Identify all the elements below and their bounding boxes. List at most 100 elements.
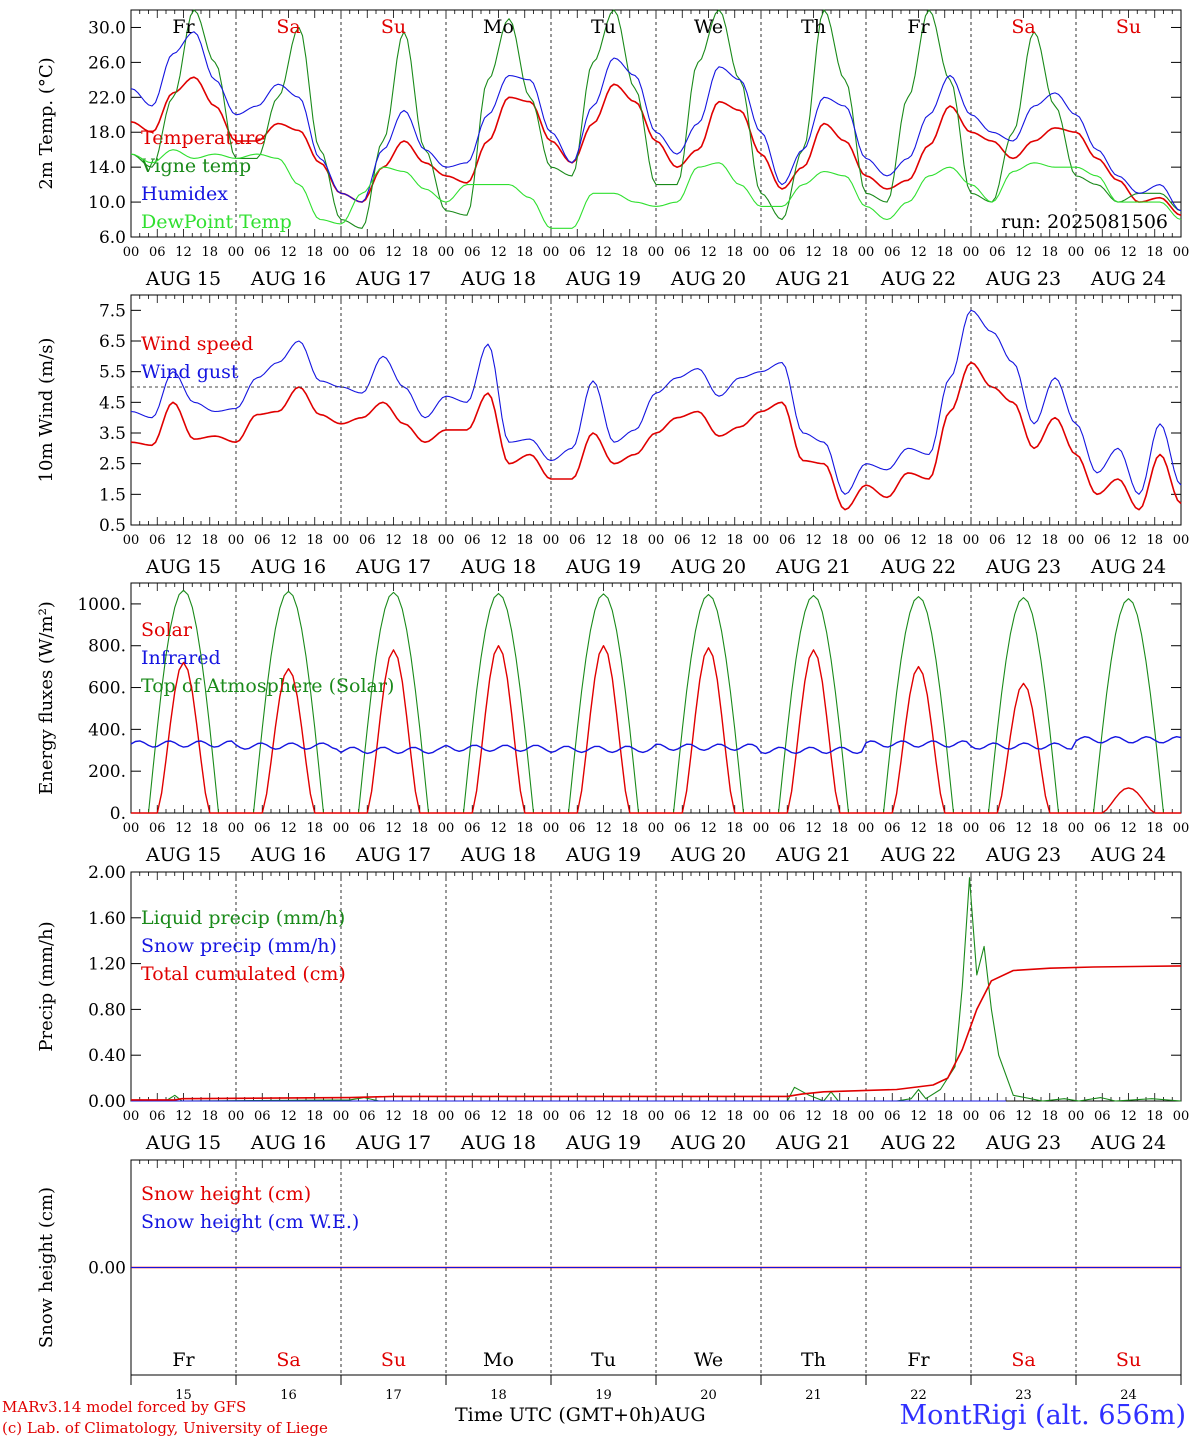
x-date-label: AUG 24	[1090, 1132, 1166, 1154]
x-hour-label: 00	[438, 821, 455, 836]
x-hour-label: 12	[1015, 1109, 1032, 1124]
day-number: 17	[385, 1388, 402, 1403]
x-hour-label: 06	[884, 245, 901, 260]
x-hour-label: 00	[753, 1109, 770, 1124]
x-hour-label: 06	[464, 821, 481, 836]
x-hour-label: 12	[490, 821, 507, 836]
legend-humidex: Humidex	[141, 183, 228, 205]
x-hour-label: 06	[569, 1109, 586, 1124]
x-hour-label: 06	[674, 821, 691, 836]
y-tick-label: 800.	[88, 637, 126, 657]
x-date-label: AUG 18	[460, 1132, 536, 1154]
y-tick-label: 0.	[110, 804, 126, 824]
x-hour-label: 06	[779, 533, 796, 548]
x-hour-label: 18	[621, 1109, 638, 1124]
x-hour-label: 00	[543, 1109, 560, 1124]
lab-credit: (c) Lab. of Climatology, University of L…	[2, 1419, 328, 1437]
x-hour-label: 18	[1146, 245, 1163, 260]
x-hour-label: 00	[1068, 533, 1085, 548]
x-hour-label: 00	[123, 821, 140, 836]
y-tick-label: 0.00	[88, 1259, 126, 1279]
x-hour-label: 12	[385, 821, 402, 836]
x-hour-label: 18	[1041, 533, 1058, 548]
x-hour-label: 06	[254, 245, 271, 260]
legend-solar: Solar	[141, 619, 193, 641]
x-date-label: AUG 19	[565, 844, 641, 866]
x-date-label: AUG 24	[1090, 844, 1166, 866]
x-hour-label: 06	[779, 821, 796, 836]
x-hour-label: 00	[543, 245, 560, 260]
y-tick-label: 1.5	[99, 485, 126, 505]
x-hour-label: 06	[149, 245, 166, 260]
x-hour-label: 18	[516, 533, 533, 548]
series-dewpoint-temp	[130, 149, 1182, 229]
x-date-label: AUG 21	[775, 556, 851, 578]
x-date-label: AUG 16	[250, 1132, 326, 1154]
x-hour-label: 00	[963, 245, 980, 260]
x-hour-label: 18	[831, 821, 848, 836]
x-hour-label: 00	[1173, 245, 1190, 260]
x-hour-label: 06	[569, 821, 586, 836]
x-hour-label: 18	[936, 1109, 953, 1124]
x-hour-label: 06	[674, 245, 691, 260]
x-hour-label: 18	[936, 245, 953, 260]
x-hour-label: 06	[1094, 245, 1111, 260]
x-date-label: AUG 22	[880, 844, 956, 866]
series-vigne-temp	[130, 9, 1182, 229]
x-hour-label: 06	[569, 245, 586, 260]
y-tick-label: 0.40	[88, 1046, 126, 1066]
x-date-label: AUG 16	[250, 844, 326, 866]
x-hour-label: 12	[385, 533, 402, 548]
x-hour-label: 18	[936, 821, 953, 836]
x-hour-label: 06	[569, 533, 586, 548]
day-name-bottom: Fr	[172, 1349, 195, 1371]
series-temperature	[130, 76, 1182, 216]
x-hour-label: 12	[910, 533, 927, 548]
x-hour-label: 06	[149, 821, 166, 836]
x-hour-label: 18	[306, 1109, 323, 1124]
x-date-label: AUG 22	[880, 556, 956, 578]
x-date-label: AUG 17	[355, 556, 431, 578]
x-date-label: AUG 17	[355, 844, 431, 866]
x-hour-label: 00	[1173, 1109, 1190, 1124]
x-date-label: AUG 23	[985, 556, 1061, 578]
x-hour-label: 00	[963, 533, 980, 548]
x-hour-label: 00	[543, 821, 560, 836]
y-tick-label: 1.60	[88, 909, 126, 929]
legend-wind-speed: Wind speed	[141, 333, 253, 355]
day-name-top: Sa	[1011, 16, 1035, 38]
day-number: 24	[1120, 1388, 1137, 1403]
x-hour-label: 06	[674, 1109, 691, 1124]
series-humidex	[130, 31, 1182, 212]
x-date-label: AUG 20	[670, 268, 746, 290]
x-hour-label: 00	[858, 533, 875, 548]
x-date-label: AUG 17	[355, 268, 431, 290]
day-number: 15	[175, 1388, 192, 1403]
x-hour-label: 00	[333, 245, 350, 260]
day-number: 19	[595, 1388, 612, 1403]
y-tick-label: 6.0	[99, 228, 126, 248]
x-hour-label: 18	[621, 245, 638, 260]
model-credit: MARv3.14 model forced by GFS	[2, 1398, 247, 1416]
x-hour-label: 06	[359, 1109, 376, 1124]
x-hour-label: 00	[963, 1109, 980, 1124]
x-hour-label: 18	[1146, 821, 1163, 836]
x-hour-label: 18	[621, 533, 638, 548]
x-hour-label: 18	[1041, 245, 1058, 260]
x-hour-label: 06	[989, 533, 1006, 548]
x-hour-label: 18	[201, 821, 218, 836]
day-number: 18	[490, 1388, 507, 1403]
x-hour-label: 00	[333, 533, 350, 548]
x-hour-label: 12	[1120, 821, 1137, 836]
day-number: 20	[700, 1388, 717, 1403]
x-hour-label: 06	[254, 821, 271, 836]
x-hour-label: 18	[831, 533, 848, 548]
x-hour-label: 18	[1041, 821, 1058, 836]
day-name-top: We	[694, 16, 723, 38]
x-hour-label: 12	[805, 245, 822, 260]
y-tick-label: 18.0	[88, 123, 126, 143]
x-hour-label: 18	[306, 821, 323, 836]
x-date-label: AUG 23	[985, 1132, 1061, 1154]
x-hour-label: 06	[1094, 533, 1111, 548]
